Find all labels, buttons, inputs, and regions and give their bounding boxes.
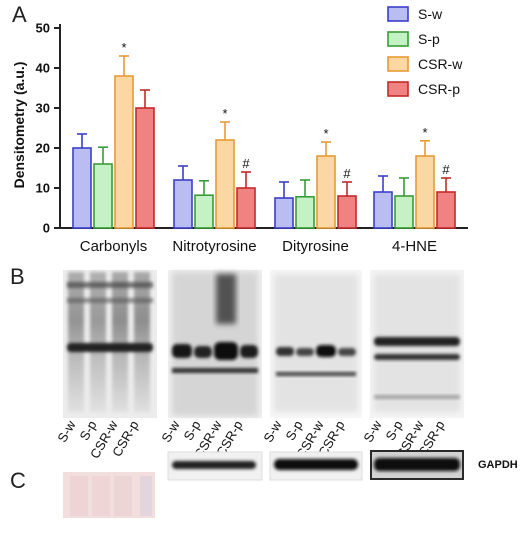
bars xyxy=(72,75,456,229)
bar xyxy=(135,107,155,229)
legend-label: S-w xyxy=(418,6,443,22)
panel-label-a: A xyxy=(12,2,27,27)
legend-swatch xyxy=(387,31,409,47)
blot-4-hne xyxy=(370,270,464,418)
bar xyxy=(114,75,134,229)
category-label: Nitrotyrosine xyxy=(172,238,256,255)
bar xyxy=(415,155,435,229)
significance-marks: * * * * # # # xyxy=(121,40,450,181)
category-labels: Carbonyls Nitrotyrosine Dityrosine 4-HNE xyxy=(80,238,437,255)
bar xyxy=(394,195,414,229)
gapdh-blot-1 xyxy=(167,451,263,481)
bar xyxy=(236,187,256,229)
y-axis-title: Densitometry (a.u.) xyxy=(11,62,27,189)
y-axis-ticks: 0 10 20 30 40 50 xyxy=(36,21,60,236)
significance-mark: # xyxy=(343,166,351,181)
y-tick-label: 10 xyxy=(36,181,50,196)
significance-mark: # xyxy=(442,162,450,177)
bar xyxy=(274,197,294,229)
blot-dityrosine xyxy=(270,270,362,418)
legend-swatch xyxy=(387,81,409,97)
y-tick-label: 20 xyxy=(36,141,50,156)
significance-mark: * xyxy=(422,125,427,140)
category-label: 4-HNE xyxy=(392,238,437,255)
category-label: Carbonyls xyxy=(80,238,148,255)
significance-mark: * xyxy=(121,40,126,55)
y-tick-label: 0 xyxy=(43,221,50,236)
lane-label: S-w xyxy=(360,417,384,444)
significance-mark: # xyxy=(242,156,250,171)
bar xyxy=(373,191,393,229)
bar xyxy=(436,191,456,229)
significance-mark: * xyxy=(222,106,227,121)
bar xyxy=(194,194,214,229)
bar xyxy=(316,155,336,229)
legend-label: CSR-w xyxy=(418,56,463,72)
legend: S-w S-p CSR-w CSR-p xyxy=(387,6,463,97)
loading-control-panel-c: GAPDH xyxy=(63,450,518,518)
error-bars xyxy=(77,55,451,198)
legend-label: CSR-p xyxy=(418,81,460,97)
gapdh-blot-2 xyxy=(269,451,363,481)
y-tick-label: 50 xyxy=(36,21,50,36)
category-label: Dityrosine xyxy=(282,238,349,255)
panel-label-c: C xyxy=(10,468,26,493)
bar xyxy=(93,163,113,229)
significance-mark: * xyxy=(323,126,328,141)
legend-swatch xyxy=(387,6,409,22)
lane-label: S-w xyxy=(54,417,78,444)
bar xyxy=(215,139,235,229)
bar xyxy=(295,196,315,229)
lane-label: S-w xyxy=(158,417,182,444)
blot-nitrotyrosine xyxy=(168,270,262,418)
bar xyxy=(72,147,92,229)
bar xyxy=(337,195,357,229)
legend-swatch xyxy=(387,56,409,72)
gapdh-blot-3 xyxy=(370,450,464,480)
y-tick-label: 40 xyxy=(36,61,50,76)
lane-label: S-w xyxy=(260,417,284,444)
legend-label: S-p xyxy=(418,31,440,47)
y-tick-label: 30 xyxy=(36,101,50,116)
panel-label-b: B xyxy=(10,264,25,289)
blot-carbonyls xyxy=(63,270,157,418)
gapdh-label: GAPDH xyxy=(478,459,518,471)
bar xyxy=(173,179,193,229)
